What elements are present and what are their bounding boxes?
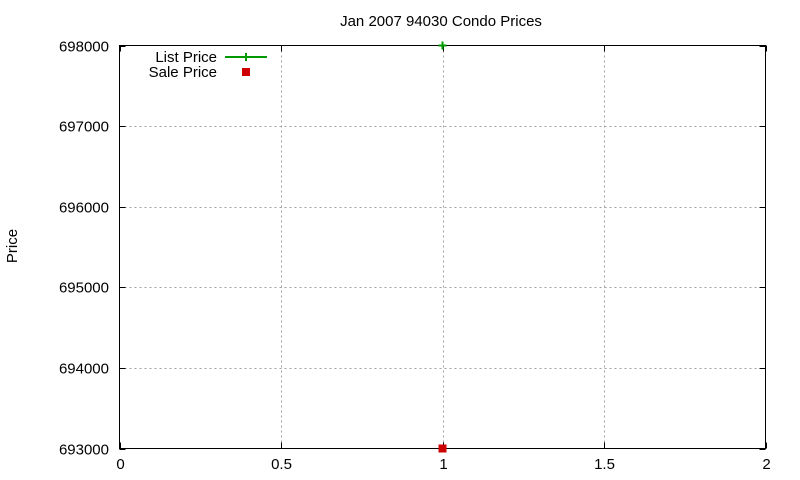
x-tick-label: 0 bbox=[116, 456, 124, 473]
y-tick-label: 698000 bbox=[59, 39, 109, 56]
x-tick-label: 1 bbox=[439, 456, 447, 473]
legend-marker bbox=[242, 68, 250, 76]
x-tick-label: 1.5 bbox=[594, 456, 615, 473]
legend-label: List Price bbox=[155, 49, 217, 66]
grid-lines bbox=[119, 45, 766, 449]
y-tick-label: 695000 bbox=[59, 280, 109, 297]
y-tick-label: 693000 bbox=[59, 442, 109, 459]
x-tick-label: 2 bbox=[762, 456, 770, 473]
chart-title: Jan 2007 94030 Condo Prices bbox=[340, 13, 542, 30]
legend-label: Sale Price bbox=[149, 64, 217, 81]
y-tick-label: 696000 bbox=[59, 200, 109, 217]
data-points bbox=[438, 41, 447, 453]
plot-area-border bbox=[119, 45, 766, 449]
y-tick-label: 697000 bbox=[59, 119, 109, 136]
y-axis-label: Price bbox=[4, 229, 21, 263]
y-tick-label: 694000 bbox=[59, 361, 109, 378]
y-axis-ticks: 693000 694000 695000 696000 697000 698000 bbox=[59, 39, 766, 459]
data-point-1 bbox=[438, 444, 447, 453]
x-tick-label: 0.5 bbox=[271, 456, 292, 473]
x-axis-ticks: 0 0.5 1 1.5 2 bbox=[116, 45, 771, 473]
